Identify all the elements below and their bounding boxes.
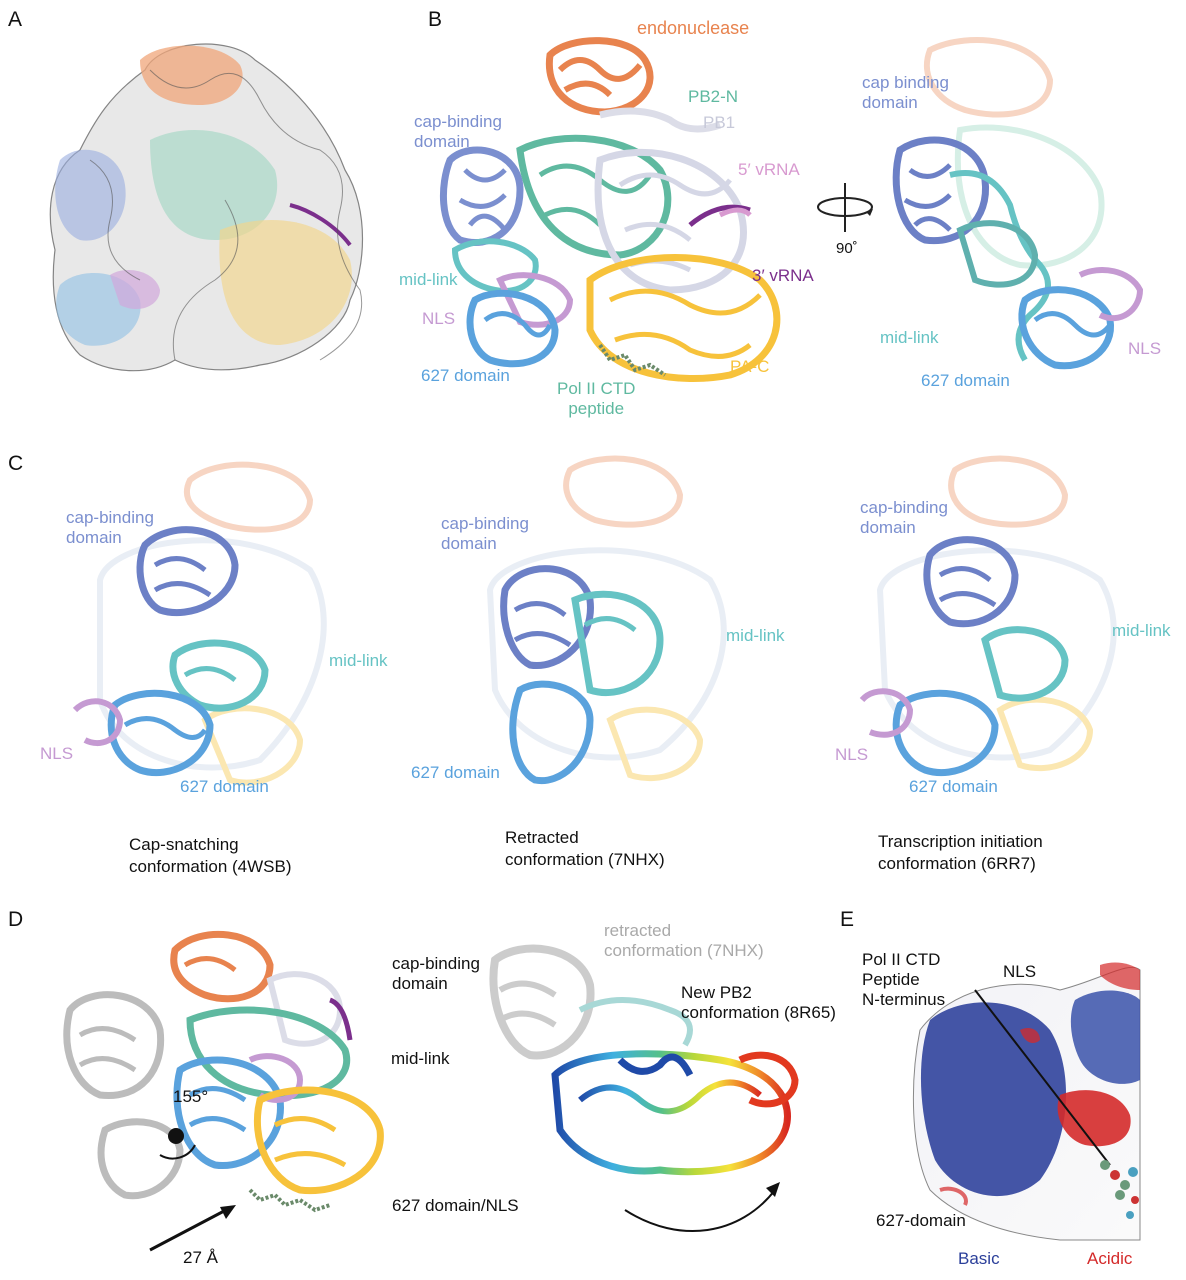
label-627-c1: 627 domain xyxy=(180,777,269,796)
label-cap-binding-b: cap-binding domain xyxy=(414,112,502,152)
label-mid-link-c3: mid-link xyxy=(1112,621,1171,640)
label-3-vrna: 3′ vRNA xyxy=(752,266,814,285)
label-mid-link-d: mid-link xyxy=(391,1049,450,1068)
label-cap-binding-c3: cap-binding domain xyxy=(860,498,948,538)
panel-c-structure-3 xyxy=(859,455,1117,777)
panel-c-structure-1 xyxy=(72,461,327,786)
label-mid-link-b: mid-link xyxy=(399,270,458,289)
label-mid-link-c1: mid-link xyxy=(329,651,388,670)
caption-c2: Retracted conformation (7NHX) xyxy=(505,828,665,870)
label-nls-e: NLS xyxy=(1003,962,1037,981)
label-rotation: 90˚ xyxy=(836,240,858,257)
label-nls-b: NLS xyxy=(422,309,456,328)
label-mid-link-c2: mid-link xyxy=(726,626,785,645)
label-nls-c1: NLS xyxy=(40,744,74,763)
panel-b-structure xyxy=(439,37,781,383)
label-polii-e: Pol II CTD Peptide N-terminus xyxy=(862,950,946,1010)
panel-e-surface xyxy=(912,962,1141,1241)
label-cap-binding-rot: cap binding domain xyxy=(862,73,949,113)
label-cap-binding-c2: cap-binding domain xyxy=(441,514,529,554)
label-polii-b: Pol II CTD peptide xyxy=(557,379,636,419)
label-basic: Basic xyxy=(958,1249,1000,1268)
label-pb1: PB1 xyxy=(703,113,736,132)
label-nls-c3: NLS xyxy=(835,745,869,764)
label-627-nls-d: 627 domain/NLS xyxy=(392,1196,519,1215)
panel-d-right-structure xyxy=(489,944,799,1232)
panel-label-c: C xyxy=(8,452,24,475)
panel-label-a: A xyxy=(8,8,23,31)
panel-b-rotated-structure xyxy=(892,37,1144,370)
label-627-b: 627 domain xyxy=(421,366,510,385)
label-627-rot: 627 domain xyxy=(921,371,1010,390)
panel-label-e: E xyxy=(840,908,855,931)
caption-c3: Transcription initiation conformation (6R… xyxy=(878,832,1043,874)
label-cap-binding-d: cap-binding domain xyxy=(392,954,480,994)
label-627-e: 627-domain xyxy=(876,1211,966,1230)
label-627-c2: 627 domain xyxy=(411,763,500,782)
label-acidic: Acidic xyxy=(1087,1249,1133,1268)
label-mid-link-rot: mid-link xyxy=(880,328,939,347)
label-angle: 155° xyxy=(173,1087,209,1106)
label-pac: PA-C xyxy=(730,357,770,376)
panel-c-structure-2 xyxy=(486,455,727,785)
label-retracted-d: retracted conformation (7NHX) xyxy=(604,921,764,961)
label-5-vrna: 5′ vRNA xyxy=(738,160,800,179)
rotation-icon xyxy=(817,183,873,232)
panel-label-d: D xyxy=(8,908,24,931)
peptide-spheres xyxy=(1100,1160,1139,1219)
panel-label-b: B xyxy=(428,8,443,31)
label-cap-binding-c1: cap-binding domain xyxy=(66,508,154,548)
label-endonuclease: endonuclease xyxy=(637,18,750,38)
label-new-pb2: New PB2 conformation (8R65) xyxy=(681,983,836,1023)
label-pb2n: PB2-N xyxy=(688,87,739,106)
panel-d-structure xyxy=(63,930,384,1252)
label-distance: 27 Å xyxy=(183,1248,218,1267)
label-nls-rot: NLS xyxy=(1128,339,1162,358)
panel-a-structure xyxy=(49,43,364,372)
caption-c1: Cap-snatching conformation (4WSB) xyxy=(129,835,292,877)
label-627-c3: 627 domain xyxy=(909,777,998,796)
